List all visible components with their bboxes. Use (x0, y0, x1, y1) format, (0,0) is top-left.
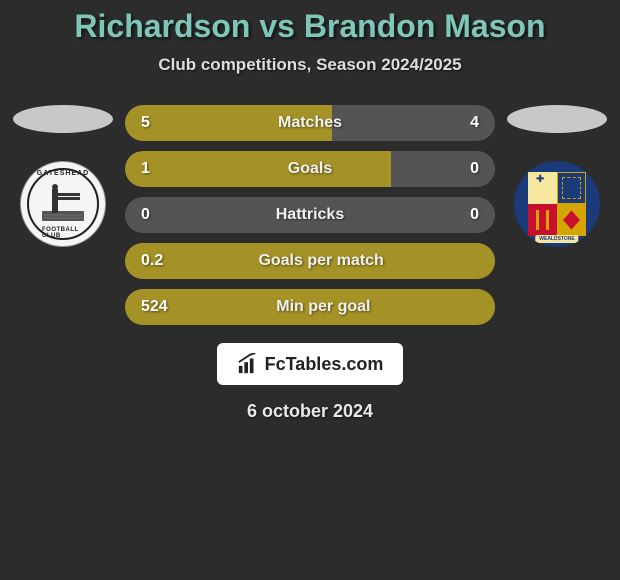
shield-icon (528, 172, 586, 236)
stat-label: Goals per match (258, 252, 383, 270)
stat-label: Min per goal (276, 298, 370, 316)
club-right-banner: WEALDSTONE (535, 235, 578, 243)
bar-chart-icon (237, 353, 259, 375)
stat-row: 0.2 Goals per match (125, 243, 495, 279)
stat-left-value: 5 (141, 114, 150, 132)
stat-fill (125, 151, 391, 187)
right-col: WEALDSTONE (507, 105, 607, 247)
stat-left-value: 0 (141, 206, 150, 224)
stat-label: Matches (278, 114, 342, 132)
stat-right-value: 0 (470, 160, 479, 178)
player-ellipse-left (13, 105, 113, 133)
stat-label: Hattricks (276, 206, 344, 224)
stat-row: 524 Min per goal (125, 289, 495, 325)
footer: FcTables.com 6 october 2024 (0, 343, 620, 422)
infographic-container: Richardson vs Brandon Mason Club competi… (0, 0, 620, 422)
stat-right-value: 0 (470, 206, 479, 224)
stat-right-value: 4 (470, 114, 479, 132)
stat-left-value: 1 (141, 160, 150, 178)
angel-icon (38, 179, 88, 229)
club-left-name-top: GATESHEAD (37, 170, 89, 177)
main-area: GATESHEAD FOOTBALL CLUB 5 Matches 4 1 Goals 0… (0, 105, 620, 325)
left-col: GATESHEAD FOOTBALL CLUB (13, 105, 113, 247)
page-title: Richardson vs Brandon Mason (0, 8, 620, 45)
stat-left-value: 524 (141, 298, 168, 316)
stat-left-value: 0.2 (141, 252, 163, 270)
brand-text: FcTables.com (265, 354, 384, 375)
stat-row: 5 Matches 4 (125, 105, 495, 141)
player-ellipse-right (507, 105, 607, 133)
stat-row: 1 Goals 0 (125, 151, 495, 187)
club-badge-right: WEALDSTONE (514, 161, 600, 247)
stats-bars: 5 Matches 4 1 Goals 0 0 Hattricks 0 0.2 Goals per … (125, 105, 495, 325)
club-badge-left: GATESHEAD FOOTBALL CLUB (20, 161, 106, 247)
subtitle: Club competitions, Season 2024/2025 (0, 55, 620, 75)
date-text: 6 october 2024 (247, 401, 373, 422)
stat-row: 0 Hattricks 0 (125, 197, 495, 233)
stat-label: Goals (288, 160, 332, 178)
brand-box: FcTables.com (217, 343, 404, 385)
